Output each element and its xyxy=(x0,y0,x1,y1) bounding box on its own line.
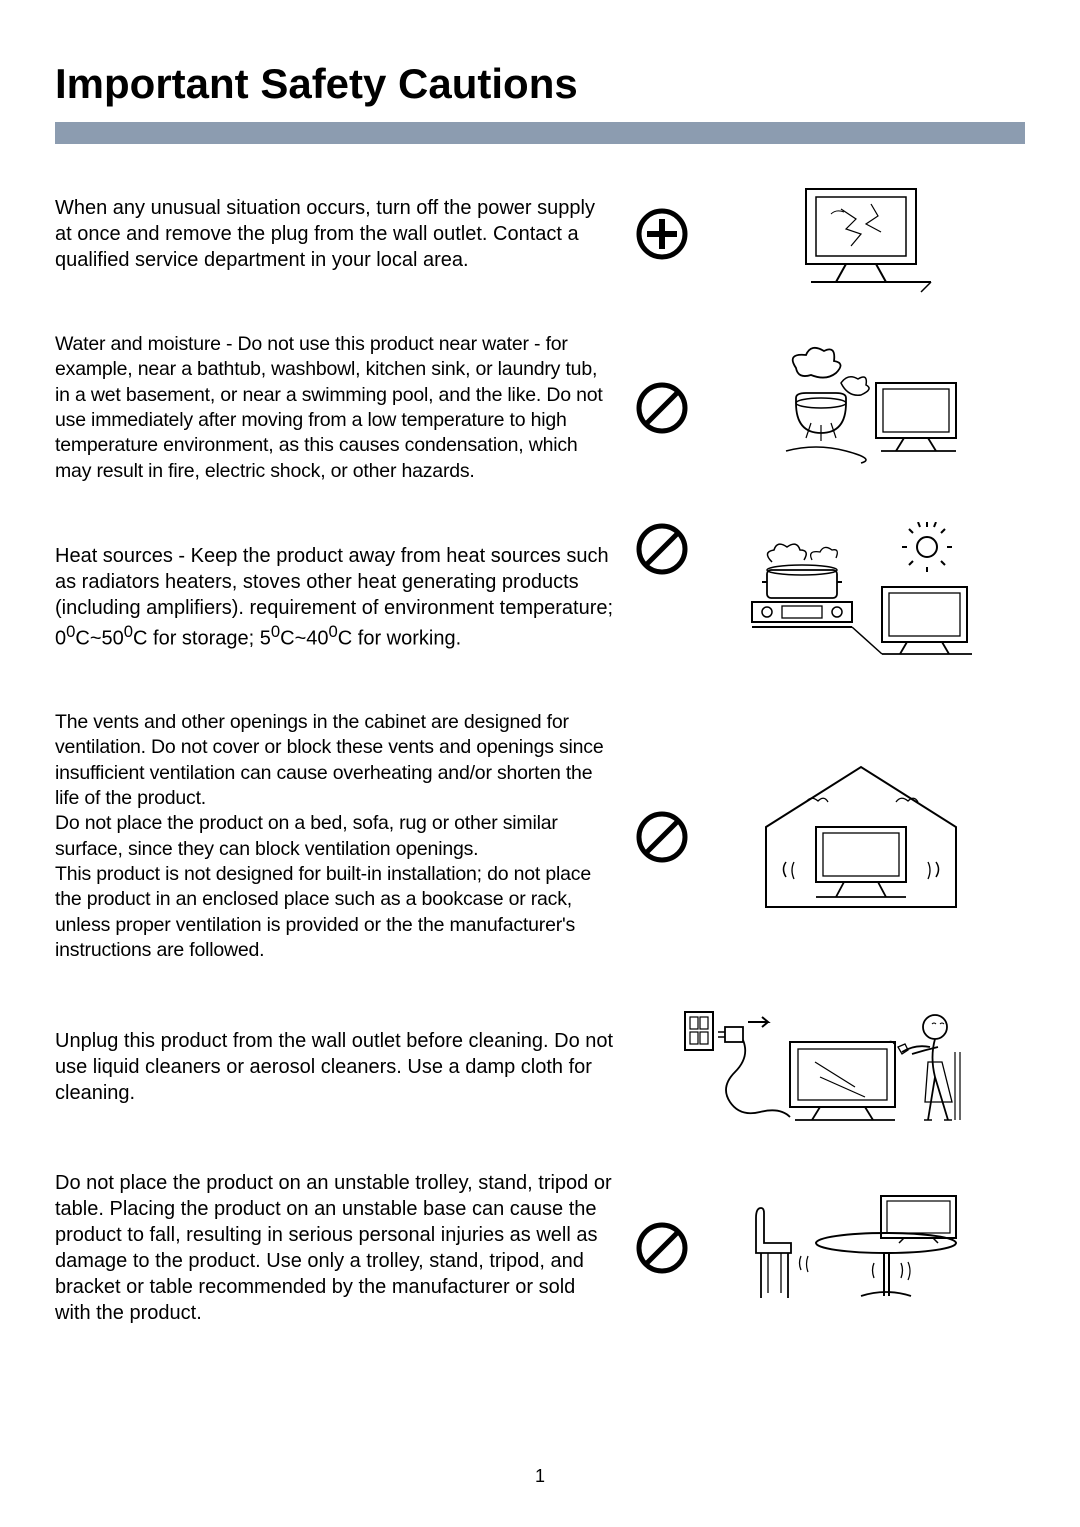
para-text: Heat sources - Keep the product away fro… xyxy=(55,545,613,619)
section-water-moisture: Water and moisture - Do not use this pro… xyxy=(55,332,1025,484)
prohibit-icon xyxy=(635,381,689,435)
prohibit-icon xyxy=(635,522,689,576)
stove-sun-tv-icon xyxy=(699,522,1025,672)
prohibit-icon xyxy=(635,810,689,864)
section-icons xyxy=(635,522,1025,672)
accent-bar xyxy=(55,122,1025,144)
section-icons xyxy=(635,343,1025,473)
manual-page: Important Safety Cautions When any unusu… xyxy=(0,0,1080,1527)
section-cleaning: Unplug this product from the wall outlet… xyxy=(55,1002,1025,1132)
section-heat-sources: Heat sources - Keep the product away fro… xyxy=(55,522,1025,672)
temp-b: C~50 xyxy=(75,627,123,649)
section-unstable-stand: Do not place the product on an unstable … xyxy=(55,1170,1025,1326)
section-icons xyxy=(635,1002,1025,1132)
broken-tv-icon xyxy=(697,174,1025,294)
house-tv-icon xyxy=(697,757,1025,917)
plus-icon xyxy=(635,207,689,261)
section-text: When any unusual situation occurs, turn … xyxy=(55,195,635,273)
section-unusual-situation: When any unusual situation occurs, turn … xyxy=(55,174,1025,294)
sup-d: 0 xyxy=(329,622,338,641)
sup-b: 0 xyxy=(124,622,133,641)
section-icons xyxy=(635,174,1025,294)
temp-d: C~40 xyxy=(280,627,328,649)
section-text: Do not place the product on an unstable … xyxy=(55,1170,635,1326)
steam-tv-icon xyxy=(697,343,1025,473)
section-text: Heat sources - Keep the product away fro… xyxy=(55,543,635,652)
section-ventilation: The vents and other openings in the cabi… xyxy=(55,710,1025,963)
cleaning-tv-icon xyxy=(635,1002,1025,1132)
temp-a: 0 xyxy=(55,627,66,649)
section-icons xyxy=(635,757,1025,917)
section-text: Water and moisture - Do not use this pro… xyxy=(55,332,635,484)
page-number: 1 xyxy=(0,1466,1080,1487)
temp-e: C for working. xyxy=(338,627,461,649)
section-icons xyxy=(635,1188,1025,1308)
section-text: The vents and other openings in the cabi… xyxy=(55,710,635,963)
sup-a: 0 xyxy=(66,622,75,641)
sup-c: 0 xyxy=(271,622,280,641)
temp-c: C for storage; 5 xyxy=(133,627,271,649)
chair-table-tv-icon xyxy=(697,1188,1025,1308)
prohibit-icon xyxy=(635,1221,689,1275)
page-title: Important Safety Cautions xyxy=(55,60,1025,108)
section-text: Unplug this product from the wall outlet… xyxy=(55,1028,635,1106)
